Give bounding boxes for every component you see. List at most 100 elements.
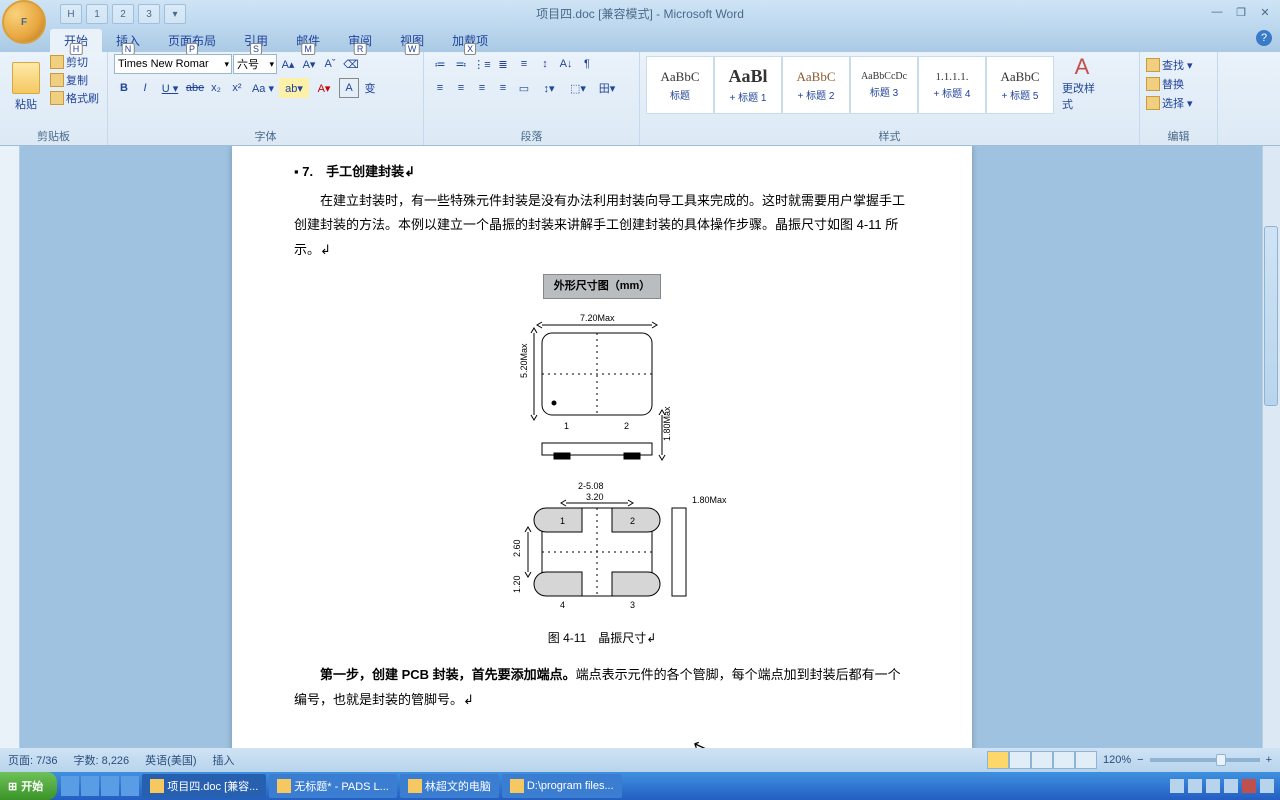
tray-icon[interactable]: [1260, 779, 1274, 793]
change-styles-button[interactable]: A更改样式: [1062, 54, 1102, 112]
show-marks-button[interactable]: ¶: [577, 54, 597, 74]
shading-button[interactable]: ⬚▾: [564, 78, 592, 98]
office-button[interactable]: F: [2, 0, 46, 44]
tray-icon[interactable]: [1170, 779, 1184, 793]
decrease-indent-button[interactable]: ≣: [493, 54, 513, 74]
maximize-button[interactable]: ❐: [1230, 4, 1252, 20]
underline-button[interactable]: U ▾: [156, 78, 184, 98]
format-painter-button[interactable]: 格式刷: [50, 90, 99, 106]
print-layout-view-button[interactable]: [987, 751, 1009, 769]
language[interactable]: 英语(美国): [145, 752, 196, 768]
volume-icon[interactable]: [1224, 779, 1238, 793]
qat-redo-icon[interactable]: 2: [112, 4, 134, 24]
help-icon[interactable]: ?: [1256, 30, 1272, 46]
align-center-button[interactable]: ≡: [451, 78, 471, 98]
tab-view[interactable]: 视图W: [386, 29, 438, 52]
line-spacing-menu-button[interactable]: ↕▾: [535, 78, 563, 98]
superscript-button[interactable]: x²: [227, 78, 247, 98]
multilevel-button[interactable]: ⋮≡: [472, 54, 492, 74]
shrink-font-button[interactable]: A▾: [299, 54, 319, 74]
start-button[interactable]: ⊞开始: [0, 772, 57, 800]
ie-icon[interactable]: [61, 776, 79, 796]
full-screen-view-button[interactable]: [1009, 751, 1031, 769]
style-title[interactable]: AaBbC标题: [646, 56, 714, 114]
draft-view-button[interactable]: [1075, 751, 1097, 769]
scroll-thumb[interactable]: [1264, 226, 1278, 406]
zoom-slider[interactable]: [1150, 758, 1260, 762]
borders-button[interactable]: 田▾: [593, 78, 621, 98]
highlight-button[interactable]: ab▾: [279, 78, 309, 98]
phonetic-button[interactable]: 变: [360, 78, 380, 98]
vertical-scrollbar[interactable]: [1262, 146, 1280, 748]
vertical-ruler[interactable]: [0, 146, 20, 748]
replace-icon: [1146, 77, 1160, 91]
style-gallery[interactable]: AaBbC标题 AaBl+ 标题 1 AaBbC+ 标题 2 AaBbCcDc标…: [646, 54, 1054, 114]
taskbar-pads[interactable]: 无标题* - PADS L...: [269, 774, 397, 798]
grow-font-button[interactable]: A▴: [278, 54, 298, 74]
taskbar-explorer[interactable]: D:\program files...: [502, 774, 622, 798]
italic-button[interactable]: I: [135, 78, 155, 98]
page-number[interactable]: 页面: 7/36: [8, 752, 58, 768]
document-page[interactable]: ▪ 7. 手工创建封装↲ 在建立封装时，有一些特殊元件封装是没有办法利用封装向导…: [232, 146, 972, 748]
paste-button[interactable]: 粘贴: [6, 54, 46, 120]
app-icon[interactable]: [121, 776, 139, 796]
tab-mailings[interactable]: 邮件M: [282, 29, 334, 52]
outline-view-button[interactable]: [1053, 751, 1075, 769]
select-button[interactable]: 选择 ▾: [1146, 95, 1211, 111]
tab-insert[interactable]: 插入N: [102, 29, 154, 52]
tab-review[interactable]: 审阅R: [334, 29, 386, 52]
tab-addins[interactable]: 加载项X: [438, 29, 502, 52]
close-button[interactable]: ✕: [1254, 4, 1276, 20]
tray-icon[interactable]: [1188, 779, 1202, 793]
qat-save-icon[interactable]: H: [60, 4, 82, 24]
numbering-button[interactable]: ≕: [451, 54, 471, 74]
taskbar-computer[interactable]: 林超文的电脑: [400, 774, 499, 798]
word-count[interactable]: 字数: 8,226: [74, 752, 130, 768]
text-effects-button[interactable]: Aa ▾: [248, 78, 278, 98]
bold-button[interactable]: B: [114, 78, 134, 98]
find-button[interactable]: 查找 ▾: [1146, 57, 1211, 73]
zoom-out-button[interactable]: −: [1137, 754, 1143, 766]
web-layout-view-button[interactable]: [1031, 751, 1053, 769]
taskbar-word[interactable]: 项目四.doc [兼容...: [142, 774, 266, 798]
cut-button[interactable]: 剪切: [50, 54, 99, 70]
subscript-button[interactable]: x₂: [206, 78, 226, 98]
justify-button[interactable]: ≡: [493, 78, 513, 98]
tab-home[interactable]: 开始H: [50, 29, 102, 52]
zoom-thumb[interactable]: [1216, 754, 1226, 766]
style-heading3[interactable]: AaBbCcDc标题 3: [850, 56, 918, 114]
distributed-button[interactable]: ▭: [514, 78, 534, 98]
zoom-in-button[interactable]: +: [1266, 754, 1272, 766]
minimize-button[interactable]: —: [1206, 4, 1228, 20]
font-color-button[interactable]: A▾: [310, 78, 338, 98]
clear-format-button[interactable]: ⌫: [341, 54, 361, 74]
style-heading5[interactable]: AaBbC+ 标题 5: [986, 56, 1054, 114]
qq-icon[interactable]: [101, 776, 119, 796]
qat-undo-icon[interactable]: 1: [86, 4, 108, 24]
strikethrough-button[interactable]: abe: [185, 78, 205, 98]
ime-icon[interactable]: [1242, 779, 1256, 793]
tab-page-layout[interactable]: 页面布局P: [154, 29, 230, 52]
increase-indent-button[interactable]: ≡: [514, 54, 534, 74]
font-name-combo[interactable]: Times New Romar: [114, 54, 232, 74]
change-case-button[interactable]: Aˇ: [320, 54, 340, 74]
tab-references[interactable]: 引用S: [230, 29, 282, 52]
tray-icon[interactable]: [1206, 779, 1220, 793]
align-right-button[interactable]: ≡: [472, 78, 492, 98]
align-left-button[interactable]: ≡: [430, 78, 450, 98]
desktop-icon[interactable]: [81, 776, 99, 796]
replace-button[interactable]: 替换: [1146, 76, 1211, 92]
style-heading1[interactable]: AaBl+ 标题 1: [714, 56, 782, 114]
zoom-level[interactable]: 120%: [1103, 754, 1131, 766]
qat-more-icon[interactable]: ▾: [164, 4, 186, 24]
sort-button[interactable]: A↓: [556, 54, 576, 74]
insert-mode[interactable]: 插入: [213, 752, 235, 768]
font-size-combo[interactable]: 六号: [233, 54, 277, 74]
char-border-button[interactable]: A: [339, 78, 359, 98]
line-spacing-button[interactable]: ↕: [535, 54, 555, 74]
style-heading2[interactable]: AaBbC+ 标题 2: [782, 56, 850, 114]
qat-item[interactable]: 3: [138, 4, 160, 24]
style-heading4[interactable]: 1.1.1.1.+ 标题 4: [918, 56, 986, 114]
copy-button[interactable]: 复制: [50, 72, 99, 88]
bullets-button[interactable]: ≔: [430, 54, 450, 74]
